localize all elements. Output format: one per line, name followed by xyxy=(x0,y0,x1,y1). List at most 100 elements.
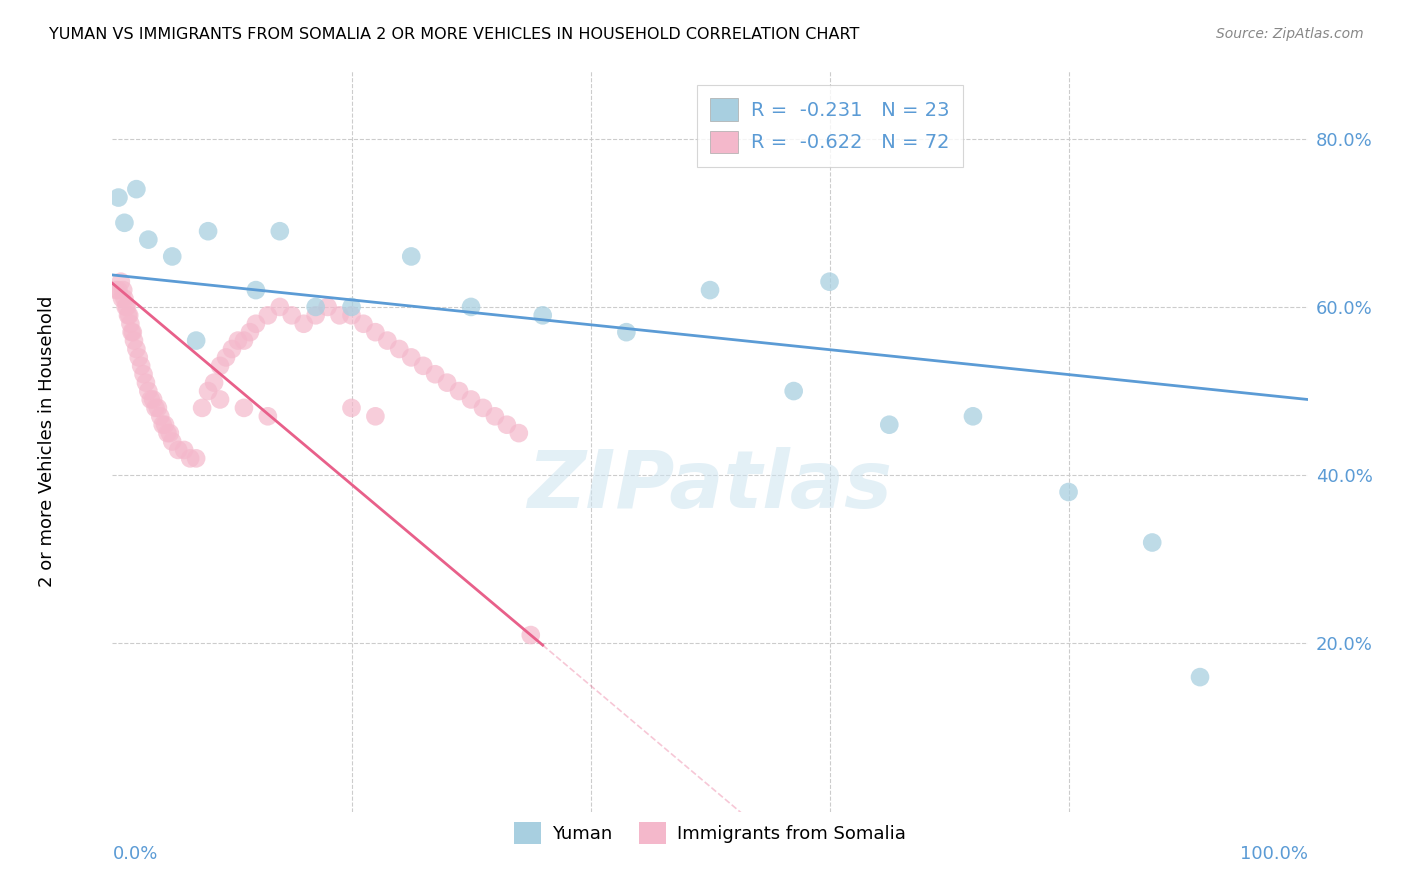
Point xyxy=(292,317,315,331)
Point xyxy=(257,309,280,323)
Point xyxy=(460,300,482,314)
Point xyxy=(257,409,280,424)
Point xyxy=(226,334,249,348)
Point xyxy=(305,309,328,323)
Point xyxy=(1057,485,1080,500)
Point xyxy=(364,409,387,424)
Point xyxy=(112,283,135,297)
Point xyxy=(425,368,447,382)
Point xyxy=(388,342,411,356)
Point xyxy=(340,401,363,415)
Point xyxy=(412,359,434,373)
Point xyxy=(139,392,162,407)
Point xyxy=(145,401,167,415)
Point xyxy=(191,401,214,415)
Point xyxy=(179,451,201,466)
Point xyxy=(818,275,841,289)
Point xyxy=(159,426,181,441)
Text: 100.0%: 100.0% xyxy=(1240,845,1308,863)
Point xyxy=(508,426,530,441)
Point xyxy=(125,182,148,196)
Point xyxy=(146,401,169,415)
Point xyxy=(111,292,134,306)
Point xyxy=(215,351,238,365)
Point xyxy=(436,376,458,390)
Point xyxy=(142,392,165,407)
Point xyxy=(460,392,482,407)
Point xyxy=(316,300,339,314)
Point xyxy=(197,224,219,238)
Point xyxy=(340,300,363,314)
Point xyxy=(121,325,143,339)
Point xyxy=(120,317,142,331)
Point xyxy=(531,309,554,323)
Point xyxy=(173,442,195,457)
Point xyxy=(1189,670,1212,684)
Legend: Yuman, Immigrants from Somalia: Yuman, Immigrants from Somalia xyxy=(506,814,914,851)
Point xyxy=(962,409,984,424)
Point xyxy=(122,334,145,348)
Point xyxy=(472,401,495,415)
Point xyxy=(153,417,176,432)
Point xyxy=(202,376,225,390)
Point xyxy=(269,300,291,314)
Point xyxy=(125,342,148,356)
Point xyxy=(115,300,138,314)
Text: Source: ZipAtlas.com: Source: ZipAtlas.com xyxy=(1216,27,1364,41)
Text: YUMAN VS IMMIGRANTS FROM SOMALIA 2 OR MORE VEHICLES IN HOUSEHOLD CORRELATION CHA: YUMAN VS IMMIGRANTS FROM SOMALIA 2 OR MO… xyxy=(49,27,859,42)
Point xyxy=(162,434,183,449)
Point xyxy=(377,334,399,348)
Point xyxy=(401,249,423,264)
Text: ZIPatlas: ZIPatlas xyxy=(527,447,893,525)
Point xyxy=(484,409,506,424)
Point xyxy=(520,628,543,642)
Point xyxy=(879,417,901,432)
Point xyxy=(340,309,363,323)
Point xyxy=(156,426,179,441)
Point xyxy=(114,292,135,306)
Point xyxy=(329,309,352,323)
Point xyxy=(269,224,291,238)
Point xyxy=(209,359,232,373)
Point xyxy=(129,359,152,373)
Point xyxy=(239,325,262,339)
Point xyxy=(132,368,155,382)
Point xyxy=(114,300,136,314)
Point xyxy=(699,283,721,297)
Point xyxy=(186,451,208,466)
Point xyxy=(167,442,190,457)
Point xyxy=(107,283,129,297)
Point xyxy=(364,325,387,339)
Point xyxy=(138,384,160,398)
Point xyxy=(118,309,141,323)
Point xyxy=(352,317,374,331)
Text: 2 or more Vehicles in Household: 2 or more Vehicles in Household xyxy=(38,296,56,587)
Point xyxy=(152,417,174,432)
Point xyxy=(128,351,150,365)
Point xyxy=(233,334,256,348)
Point xyxy=(110,275,132,289)
Point xyxy=(135,376,157,390)
Point xyxy=(281,309,304,323)
Point xyxy=(149,409,172,424)
Point xyxy=(121,325,143,339)
Point xyxy=(117,309,139,323)
Point xyxy=(447,384,470,398)
Point xyxy=(107,190,129,204)
Point xyxy=(1142,535,1164,549)
Point xyxy=(197,384,219,398)
Point xyxy=(782,384,804,398)
Point xyxy=(138,233,160,247)
Point xyxy=(221,342,243,356)
Point xyxy=(233,401,256,415)
Point xyxy=(209,392,232,407)
Point xyxy=(616,325,638,339)
Point xyxy=(114,216,135,230)
Point xyxy=(105,283,128,297)
Text: 0.0%: 0.0% xyxy=(112,845,157,863)
Point xyxy=(162,249,183,264)
Point xyxy=(305,300,328,314)
Point xyxy=(245,317,267,331)
Point xyxy=(186,334,208,348)
Point xyxy=(496,417,519,432)
